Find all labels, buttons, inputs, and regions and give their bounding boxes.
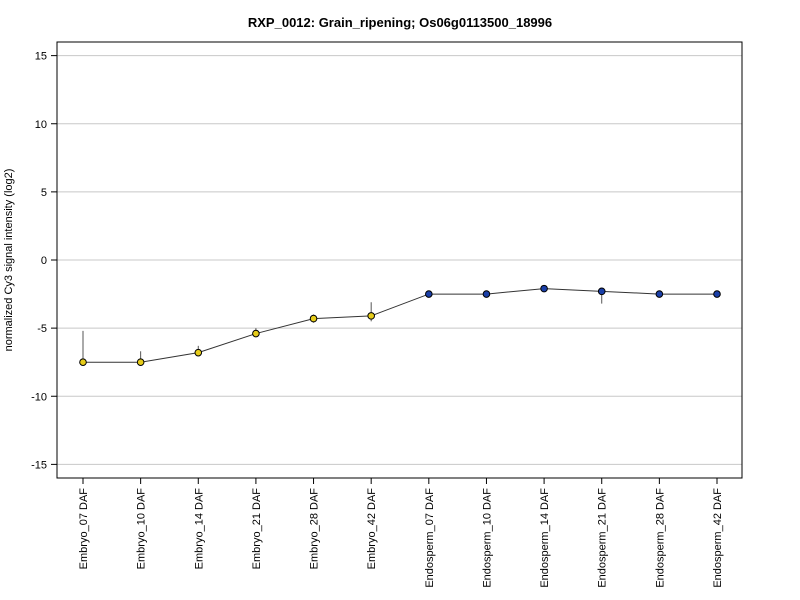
x-tick-label: Endosperm_14 DAF — [539, 488, 551, 588]
data-point — [309, 314, 318, 323]
y-axis: 15 10 5 0 -5 -10 -15 — [31, 51, 57, 471]
x-tick-label: Endosperm_28 DAF — [654, 488, 666, 588]
data-point — [194, 348, 203, 357]
data-point — [713, 290, 721, 298]
data-points — [79, 284, 721, 366]
data-point — [252, 329, 260, 338]
chart-title: RXP_0012: Grain_ripening; Os06g0113500_1… — [248, 15, 552, 30]
series-line — [83, 288, 717, 363]
y-tick-label: -15 — [31, 459, 47, 471]
x-tick-label: Endosperm_10 DAF — [481, 488, 493, 588]
data-point — [79, 358, 87, 366]
data-point — [597, 287, 606, 296]
data-point — [540, 284, 548, 293]
data-point — [655, 290, 664, 298]
y-tick-label: 5 — [41, 187, 47, 199]
grid — [57, 55, 742, 465]
data-point — [425, 290, 433, 298]
x-tick-label: Embryo_07 DAF — [78, 488, 90, 570]
data-point — [367, 312, 375, 320]
y-tick-label: 0 — [41, 255, 47, 267]
y-axis-label: normalized Cy3 signal intensity (log2) — [3, 169, 15, 352]
x-tick-label: Embryo_28 DAF — [309, 488, 321, 570]
x-tick-label: Endosperm_21 DAF — [597, 488, 609, 588]
data-point — [136, 358, 145, 366]
x-tick-label: Embryo_14 DAF — [193, 488, 205, 570]
error-bars — [82, 287, 718, 364]
x-tick-label: Embryo_21 DAF — [251, 488, 263, 570]
x-axis: Embryo_07 DAF Embryo_10 DAF Embryo_14 DAF E… — [78, 478, 724, 588]
x-tick-label: Embryo_42 DAF — [366, 488, 378, 570]
x-tick-label: Endosperm_42 DAF — [712, 488, 724, 588]
data-point — [482, 290, 491, 298]
y-tick-label: -10 — [31, 391, 47, 403]
y-tick-label: -5 — [37, 323, 47, 335]
x-tick-label: Endosperm_07 DAF — [424, 488, 436, 588]
y-tick-label: 15 — [35, 51, 47, 63]
y-tick-label: 10 — [35, 119, 47, 131]
x-tick-label: Embryo_10 DAF — [136, 488, 148, 570]
